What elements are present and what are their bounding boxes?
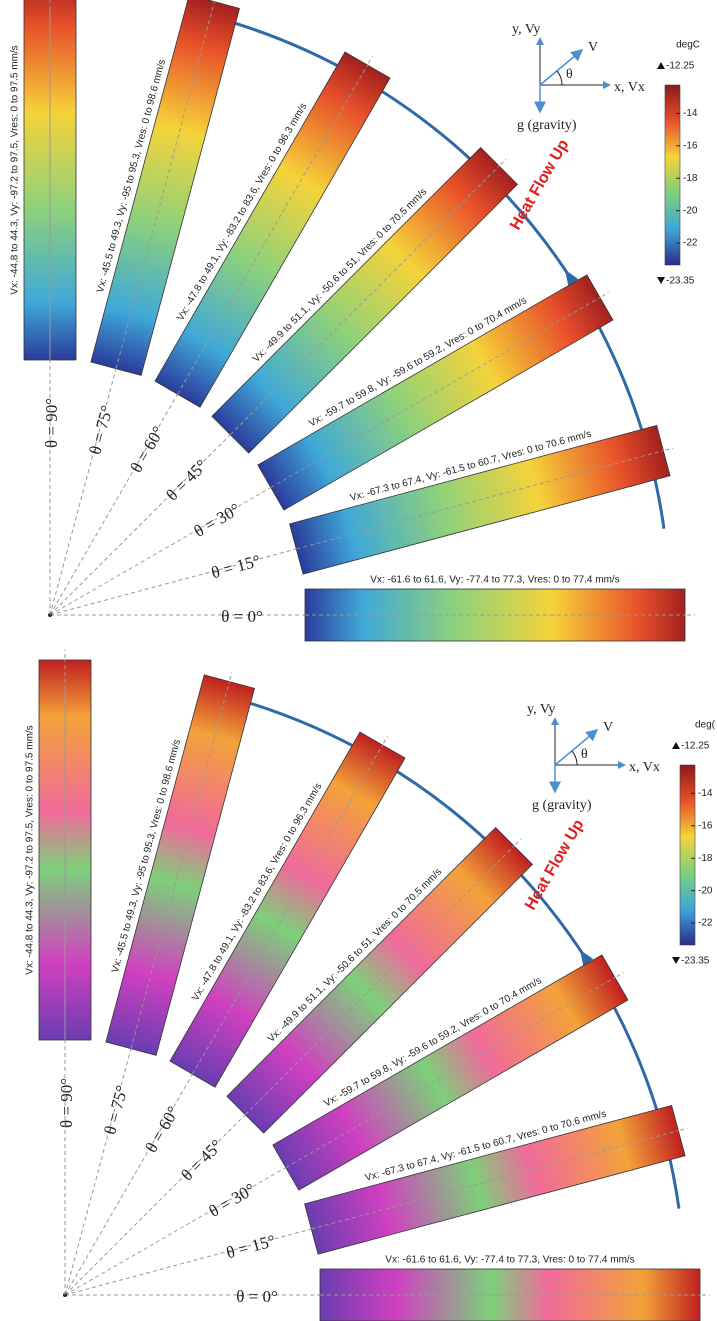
colorbar-tick-label: -14 xyxy=(683,108,698,119)
max-marker xyxy=(672,742,680,749)
colorbar xyxy=(680,765,695,945)
angle-label: θ = 60° xyxy=(126,423,167,476)
legend-angle-arc xyxy=(572,751,577,765)
colorbar-tick-label: -20 xyxy=(683,205,698,216)
colorbar-tick-label: -16 xyxy=(683,140,698,151)
legend-theta: θ xyxy=(581,747,588,762)
figure: Heat Flow UpVx: -61.6 to 61.6, Vy: -77.4… xyxy=(0,0,717,1321)
angle-label: θ = 90° xyxy=(57,1078,76,1128)
colorbar-tick-label: -16 xyxy=(698,820,713,831)
colorbar-tick-label: -22 xyxy=(698,918,713,929)
colorbar-tick-label: -18 xyxy=(698,853,713,864)
legend-theta: θ xyxy=(566,67,573,82)
legend-v: V xyxy=(603,720,613,735)
colorbar-tick-label: -22 xyxy=(683,238,698,249)
min-marker xyxy=(672,957,680,964)
legend-v: V xyxy=(588,40,598,55)
legend-y: y, Vy xyxy=(512,22,540,37)
velocity-range: Vx: -44.8 to 44.3, Vy: -97.2 to 97.5, Vr… xyxy=(25,725,36,974)
max-marker xyxy=(657,62,665,69)
angle-label: θ = 60° xyxy=(141,1103,182,1156)
colorbar-tick-label: -14 xyxy=(698,788,713,799)
angle-label: θ = 30° xyxy=(206,1179,259,1220)
legend-y: y, Vy xyxy=(527,702,555,717)
angle-label: θ = 45° xyxy=(177,1136,226,1185)
angle-label: θ = 75° xyxy=(100,1083,131,1136)
angle-label: θ = 15° xyxy=(209,551,262,582)
angle-label: θ = 15° xyxy=(224,1231,277,1262)
colorbar-unit: degC xyxy=(676,40,700,51)
colorbar xyxy=(665,85,680,265)
angle-label: θ = 75° xyxy=(85,403,116,456)
colorbar-tick-label: -18 xyxy=(683,173,698,184)
angle-label: θ = 0° xyxy=(236,1287,278,1306)
legend-x: x, Vx xyxy=(629,760,660,775)
angle-label: θ = 90° xyxy=(42,398,61,448)
velocity-range: Vx: -44.8 to 44.3, Vy: -97.2 to 97.5, Vr… xyxy=(10,45,21,294)
colorbar-max: -12.25 xyxy=(681,741,710,752)
legend-angle-arc xyxy=(557,71,562,85)
colorbar-tick-label: -20 xyxy=(698,885,713,896)
min-marker xyxy=(657,277,665,284)
angle-label: θ = 45° xyxy=(162,456,211,505)
angle-label: θ = 0° xyxy=(221,607,263,626)
velocity-range: Vx: -61.6 to 61.6, Vy: -77.4 to 77.3, Vr… xyxy=(385,1255,634,1266)
legend-x: x, Vx xyxy=(614,80,645,95)
velocity-range: Vx: -61.6 to 61.6, Vy: -77.4 to 77.3, Vr… xyxy=(370,575,619,586)
legend-g: g (gravity) xyxy=(517,118,577,133)
colorbar-unit: deg( xyxy=(695,720,716,731)
colorbar-max: -12.25 xyxy=(666,61,695,72)
legend-g: g (gravity) xyxy=(532,798,592,813)
colorbar-min: -23.35 xyxy=(681,956,710,967)
angle-label: θ = 30° xyxy=(191,499,244,540)
colorbar-min: -23.35 xyxy=(666,276,695,287)
